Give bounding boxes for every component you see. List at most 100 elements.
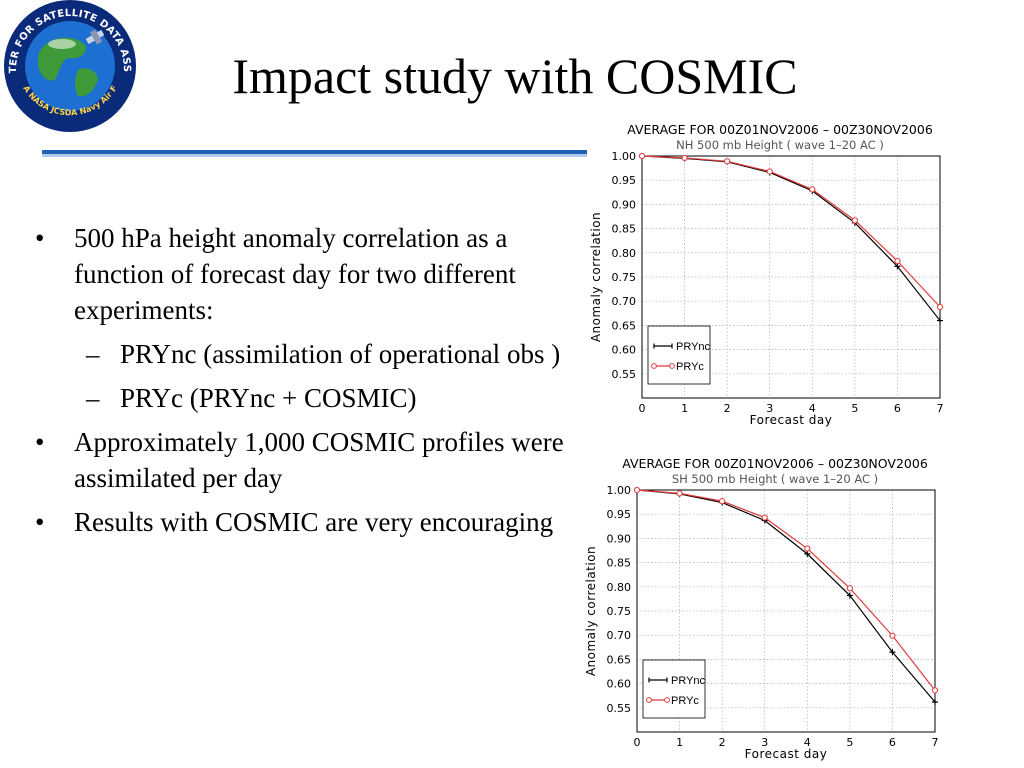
data-point-pryc xyxy=(676,490,683,497)
y-tick-label: 0.65 xyxy=(612,319,637,332)
chart-title: AVERAGE FOR 00Z01NOV2006 – 00Z30NOV2006 xyxy=(627,122,933,137)
data-point-pryc xyxy=(719,498,726,505)
legend-label: PRYnc xyxy=(676,341,711,353)
data-point-prync xyxy=(894,263,901,270)
plot-frame xyxy=(641,155,941,399)
y-tick-label: 0.60 xyxy=(612,344,637,357)
x-tick-label: 4 xyxy=(809,402,816,415)
plot-frame xyxy=(636,489,936,733)
y-tick-label: 0.85 xyxy=(607,557,632,570)
legend-marker xyxy=(664,697,670,703)
y-tick-label: 0.90 xyxy=(607,532,632,545)
legend-marker xyxy=(648,677,668,683)
data-point-prync xyxy=(804,550,811,557)
y-tick-label: 0.90 xyxy=(612,198,637,211)
y-tick-label: 0.85 xyxy=(612,223,637,236)
nh-chart-svg: AVERAGE FOR 00Z01NOV2006 – 00Z30NOV2006N… xyxy=(589,122,944,427)
data-point-prync xyxy=(932,698,938,705)
x-tick-label: 4 xyxy=(804,736,811,749)
data-point-pryc xyxy=(889,632,896,639)
y-tick-label: 1.00 xyxy=(612,150,637,163)
legend-box xyxy=(642,659,706,719)
data-point-pryc xyxy=(766,168,773,175)
jcsda-logo: JOINT CENTER FOR SATELLITE DATA ASSIMILA… xyxy=(0,0,140,132)
legend-marker xyxy=(646,697,652,703)
data-point-pryc xyxy=(851,217,858,224)
bullet-item: • Approximately 1,000 COSMIC profiles wer… xyxy=(35,427,564,493)
series-line-pryc xyxy=(636,489,936,691)
y-tick-label: 0.60 xyxy=(607,678,632,691)
y-axis-label: Anomaly correlation xyxy=(589,212,603,342)
data-point-pryc xyxy=(936,303,944,311)
data-point-pryc xyxy=(638,152,646,160)
y-tick-label: 0.55 xyxy=(607,702,632,715)
x-tick-label: 5 xyxy=(851,402,858,415)
chart-title: AVERAGE FOR 00Z01NOV2006 – 00Z30NOV2006 xyxy=(622,456,928,471)
bullet-text: PRYnc (assimilation of operational obs ) xyxy=(120,339,561,369)
data-point-prync xyxy=(937,317,943,324)
legend-marker xyxy=(651,363,657,369)
x-tick-label: 3 xyxy=(761,736,768,749)
data-point-prync xyxy=(846,592,853,599)
x-tick-label: 1 xyxy=(676,736,683,749)
y-tick-label: 0.95 xyxy=(612,174,637,187)
y-tick-label: 0.65 xyxy=(607,653,632,666)
bullet-text: 500 hPa height anomaly correlation as a … xyxy=(74,223,516,325)
data-point-pryc xyxy=(809,186,816,193)
data-point-pryc xyxy=(724,158,731,165)
page-title: Impact study with COSMIC xyxy=(232,48,798,104)
y-tick-label: 0.70 xyxy=(612,295,637,308)
title-divider xyxy=(42,149,587,157)
bullet-item: • Results with COSMIC are very encouragin… xyxy=(35,507,554,537)
x-tick-label: 2 xyxy=(724,402,731,415)
x-axis-label: Forecast day xyxy=(750,413,833,427)
data-point-pryc xyxy=(894,257,901,265)
x-tick-label: 0 xyxy=(634,736,641,749)
x-tick-label: 7 xyxy=(937,402,944,415)
data-point-prync xyxy=(889,649,896,656)
bullet-list: • 500 hPa height anomaly correlation as a… xyxy=(30,220,575,548)
data-point-pryc xyxy=(761,514,768,521)
x-tick-label: 7 xyxy=(932,736,939,749)
x-tick-label: 6 xyxy=(889,736,896,749)
data-point-pryc xyxy=(846,585,853,592)
legend-marker xyxy=(669,363,675,369)
x-axis-label: Forecast day xyxy=(745,747,828,761)
data-point-pryc xyxy=(633,486,641,494)
bullet-text: Results with COSMIC are very encouraging xyxy=(74,507,554,537)
y-tick-label: 0.95 xyxy=(607,508,632,521)
y-tick-label: 0.80 xyxy=(612,247,637,260)
x-tick-label: 3 xyxy=(766,402,773,415)
data-point-pryc xyxy=(804,545,811,552)
sh-anomaly-correlation-chart: AVERAGE FOR 00Z01NOV2006 – 00Z30NOV2006 S… xyxy=(575,452,975,764)
series-line-prync xyxy=(636,489,936,703)
y-axis-label: Anomaly correlation xyxy=(584,546,598,676)
legend-box xyxy=(647,325,711,385)
chart-subtitle: SH 500 mb Height ( wave 1–20 AC ) xyxy=(672,472,878,486)
series-line-pryc xyxy=(641,155,941,308)
legend-label: PRYc xyxy=(676,361,704,373)
y-tick-label: 0.75 xyxy=(612,271,637,284)
x-tick-label: 6 xyxy=(894,402,901,415)
bullet-item: • 500 hPa height anomaly correlation as a… xyxy=(35,223,516,325)
sub-bullet-item: – PRYnc (assimilation of operational obs … xyxy=(86,339,561,369)
sub-bullet-item: – PRYc (PRYnc + COSMIC) xyxy=(86,383,417,413)
y-tick-label: 0.70 xyxy=(607,629,632,642)
y-tick-label: 0.80 xyxy=(607,581,632,594)
chart-subtitle: NH 500 mb Height ( wave 1–20 AC ) xyxy=(676,138,884,152)
bullet-text: PRYc (PRYnc + COSMIC) xyxy=(120,383,417,413)
data-point-pryc xyxy=(931,687,939,694)
nh-anomaly-correlation-chart: AVERAGE FOR 00Z01NOV2006 – 00Z30NOV2006 N… xyxy=(580,118,980,430)
data-point-pryc xyxy=(681,154,688,162)
legend-label: PRYc xyxy=(671,695,699,707)
sh-chart-svg: AVERAGE FOR 00Z01NOV2006 – 00Z30NOV2006S… xyxy=(584,456,939,761)
x-tick-label: 0 xyxy=(639,402,646,415)
x-tick-label: 5 xyxy=(846,736,853,749)
legend-marker xyxy=(653,343,673,349)
bullet-text: Approximately 1,000 COSMIC profiles were… xyxy=(74,427,564,493)
legend-label: PRYnc xyxy=(671,675,706,687)
x-tick-label: 1 xyxy=(681,402,688,415)
y-tick-label: 0.55 xyxy=(612,368,637,381)
y-tick-label: 1.00 xyxy=(607,484,632,497)
y-tick-label: 0.75 xyxy=(607,605,632,618)
